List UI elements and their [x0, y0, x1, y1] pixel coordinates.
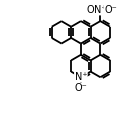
- Text: O⁻: O⁻: [104, 5, 117, 15]
- Text: O⁻: O⁻: [74, 83, 87, 93]
- Text: N⁺: N⁺: [75, 72, 87, 82]
- Text: O: O: [86, 5, 94, 15]
- Text: N⁺: N⁺: [94, 5, 107, 15]
